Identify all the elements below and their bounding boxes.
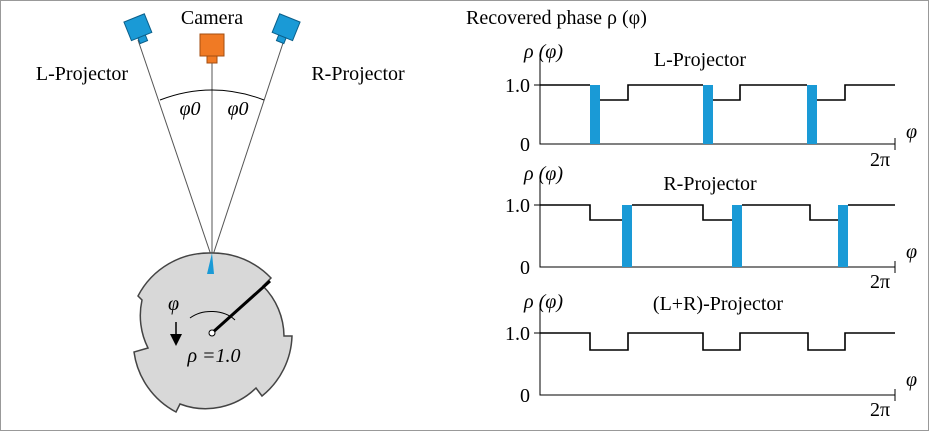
center bbox=[209, 330, 215, 336]
label: (L+R)-Projector bbox=[653, 293, 783, 315]
ray bbox=[138, 40, 212, 258]
label: R-Projector bbox=[663, 173, 757, 195]
label: φ bbox=[906, 369, 917, 391]
r-projector-icon bbox=[270, 14, 300, 46]
ray bbox=[212, 40, 284, 258]
label: ρ (φ) bbox=[523, 291, 563, 313]
label: φ0 bbox=[227, 98, 248, 120]
label: 1.0 bbox=[505, 75, 530, 97]
label: 2π bbox=[870, 149, 890, 171]
title: Recovered phase ρ (φ) bbox=[466, 7, 647, 29]
label: φ bbox=[906, 241, 917, 263]
label: ρ =1.0 bbox=[186, 345, 240, 367]
label: 1.0 bbox=[505, 323, 530, 345]
label: φ0 bbox=[179, 98, 200, 120]
left-diagram: Camera L-Projector R-Projector φ0 φ0 φ ρ… bbox=[36, 7, 405, 412]
panel: ρ (φ) L-Projector 1.0 0 φ 2π bbox=[505, 41, 917, 171]
figure: Camera L-Projector R-Projector φ0 φ0 φ ρ… bbox=[0, 0, 930, 432]
label: L-Projector bbox=[36, 63, 129, 85]
label: 0 bbox=[520, 257, 530, 279]
label: Camera bbox=[181, 7, 243, 29]
label: ρ (φ) bbox=[523, 163, 563, 185]
label: R-Projector bbox=[311, 63, 405, 85]
label: 0 bbox=[520, 385, 530, 407]
label: 1.0 bbox=[505, 195, 530, 217]
label: 2π bbox=[870, 271, 890, 293]
label: 2π bbox=[870, 399, 890, 421]
panel: ρ (φ) R-Projector 1.0 0 φ 2π bbox=[505, 163, 917, 293]
page: Camera L-Projector R-Projector φ0 φ0 φ ρ… bbox=[0, 0, 930, 432]
right-plots: Recovered phase ρ (φ) ρ (φ) L-Projector … bbox=[466, 7, 917, 421]
label: 0 bbox=[520, 134, 530, 156]
l-projector-icon bbox=[124, 14, 154, 46]
label: φ bbox=[168, 293, 179, 315]
panel: ρ (φ) (L+R)-Projector 1.0 0 φ 2π bbox=[505, 291, 917, 421]
camera-icon bbox=[200, 34, 224, 63]
label: ρ (φ) bbox=[523, 41, 563, 63]
label: L-Projector bbox=[654, 49, 747, 71]
label: φ bbox=[906, 121, 917, 143]
